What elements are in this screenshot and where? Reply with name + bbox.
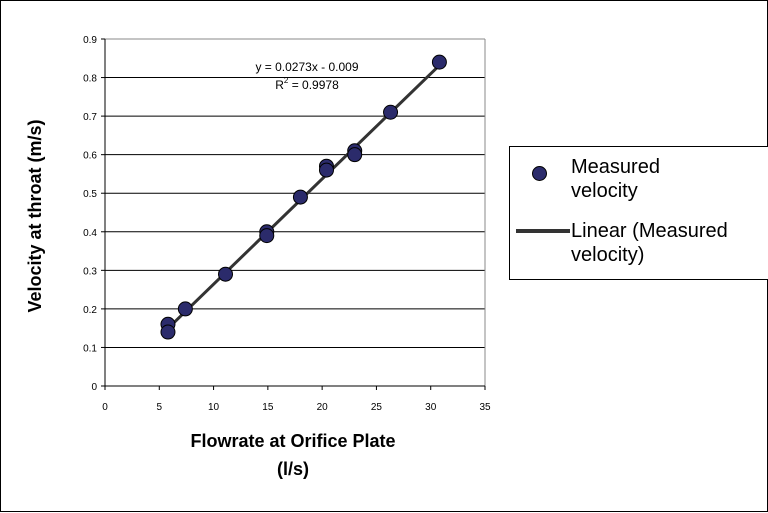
legend-item-linear-trendline: Linear (Measured velocity) [510,207,768,267]
data-point [383,104,399,120]
y-tick-label: 0.5 [83,189,97,200]
trendline-equation: y = 0.0273x - 0.009 [255,60,358,74]
data-point [292,189,308,205]
data-point [259,228,275,244]
x-tick-label: 10 [208,402,220,413]
data-point [431,54,447,70]
legend-item-measured-velocity: Measured velocity [510,153,768,203]
y-tick-label: 0.6 [83,151,97,162]
legend-label-line2: velocity) [571,244,645,266]
x-tick-label: 0 [102,402,108,413]
y-tick-label: 0.4 [83,228,97,239]
y-axis-title: Velocity at throat (m/s) [25,119,45,312]
x-tick-label: 5 [157,402,163,413]
data-point [177,301,193,317]
y-tick-label: 0.2 [83,305,97,316]
x-tick-label: 35 [479,402,491,413]
legend-label-line2: velocity [571,180,638,202]
legend-dot-marker [532,166,547,181]
y-tick-label: 0.1 [83,343,97,354]
x-tick-label: 25 [371,402,383,413]
y-tick-label: 0 [91,382,97,393]
r-squared-label: R2 = 0.9978 [275,76,339,92]
x-tick-label: 20 [317,402,329,413]
legend-label-line1: Linear (Measured [571,220,728,242]
data-point [347,147,363,163]
data-point [160,324,176,340]
data-point [318,162,334,178]
legend-line-marker [516,229,570,233]
chart-legend: Measured velocity Linear (Measured veloc… [509,146,768,280]
y-tick-label: 0.7 [83,112,97,123]
x-axis-title-line1: Flowrate at Orifice Plate [190,431,395,451]
y-tick-label: 0.3 [83,266,97,277]
legend-label-line1: Measured [571,156,660,178]
y-tick-label: 0.9 [83,35,97,46]
y-tick-label: 0.8 [83,74,97,85]
x-axis-title-line2: (l/s) [277,459,309,479]
x-tick-label: 15 [262,402,274,413]
data-point [218,266,234,282]
x-tick-label: 30 [425,402,437,413]
